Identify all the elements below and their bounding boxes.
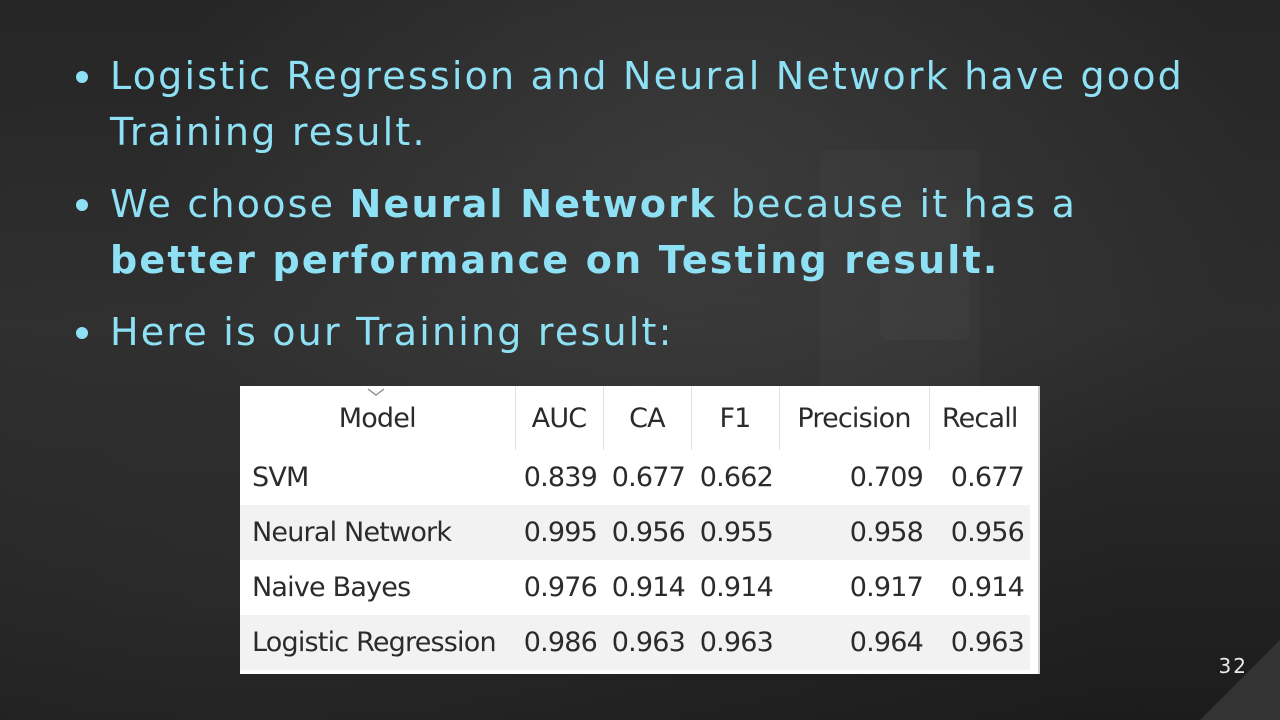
cell-f1: 0.914 [699, 572, 774, 603]
bullet-dot-icon [76, 199, 88, 211]
cell-precision: 0.709 [849, 462, 924, 493]
page-number: 32 [1218, 654, 1248, 678]
cell-ca: 0.963 [603, 615, 691, 670]
bullet-text: Here is our Training result: [110, 310, 674, 354]
cell-auc: 0.976 [523, 572, 598, 603]
cell-f1: 0.963 [691, 615, 779, 670]
table-header-row: Model AUC CA F1 Precision Recall [240, 386, 1030, 450]
cell-recall: 0.963 [929, 615, 1030, 670]
bullet-dot-icon [76, 327, 88, 339]
header-label: Precision [797, 402, 911, 434]
bullet-item: Here is our Training result: [72, 304, 1212, 360]
cell-ca: 0.914 [611, 572, 686, 603]
header-label: CA [629, 402, 666, 434]
header-model[interactable]: Model [240, 386, 516, 450]
cell-recall: 0.914 [950, 572, 1025, 603]
cell-auc: 0.839 [523, 462, 598, 493]
table-row: Naive Bayes 0.976 0.914 0.914 0.917 0.91… [240, 560, 1030, 615]
header-label: Model [338, 402, 417, 434]
results-table-image: Model AUC CA F1 Precision Recall SVM 0.8… [240, 386, 1040, 674]
bullet-segment: Logistic Regression and Neural Network h… [110, 54, 1184, 154]
cell-f1: 0.662 [699, 462, 774, 493]
cell-model: Naive Bayes [252, 572, 411, 603]
cell-precision: 0.917 [849, 572, 924, 603]
sort-chevron-icon [367, 388, 385, 396]
bullet-bold-segment: Neural Network [349, 182, 717, 226]
bullet-segment: Here is our Training result: [110, 310, 674, 354]
header-ca[interactable]: CA [603, 386, 692, 450]
cell-model: SVM [252, 462, 309, 493]
cell-ca: 0.677 [611, 462, 686, 493]
table-row: Logistic Regression 0.986 0.963 0.963 0.… [240, 615, 1030, 670]
header-auc[interactable]: AUC [515, 386, 604, 450]
table-row: Neural Network 0.995 0.956 0.955 0.958 0… [240, 505, 1030, 560]
header-label: Recall [941, 402, 1019, 434]
cell-ca: 0.956 [603, 505, 691, 560]
bullet-dot-icon [76, 71, 88, 83]
cell-recall: 0.677 [950, 462, 1025, 493]
header-recall[interactable]: Recall [929, 386, 1030, 450]
cell-recall: 0.956 [929, 505, 1030, 560]
bullet-text: We choose Neural Network because it has … [110, 182, 1077, 282]
cell-precision: 0.958 [779, 505, 929, 560]
cell-auc: 0.995 [515, 505, 603, 560]
bullet-segment: because it has a [716, 182, 1078, 226]
cell-precision: 0.964 [779, 615, 929, 670]
header-f1[interactable]: F1 [691, 386, 780, 450]
header-label: AUC [531, 402, 587, 434]
header-precision[interactable]: Precision [779, 386, 930, 450]
bullet-item: We choose Neural Network because it has … [72, 176, 1212, 288]
cell-auc: 0.986 [515, 615, 603, 670]
cell-model: Neural Network [240, 505, 515, 560]
cell-f1: 0.955 [691, 505, 779, 560]
bullet-item: Logistic Regression and Neural Network h… [72, 48, 1212, 160]
cell-model: Logistic Regression [240, 615, 515, 670]
corner-decoration [1200, 640, 1280, 720]
bullet-list: Logistic Regression and Neural Network h… [72, 48, 1212, 376]
results-table: Model AUC CA F1 Precision Recall SVM 0.8… [240, 386, 1030, 670]
bullet-segment: We choose [110, 182, 350, 226]
bullet-bold-segment: better performance on Testing result. [110, 238, 1000, 282]
bullet-text: Logistic Regression and Neural Network h… [110, 54, 1184, 154]
table-row: SVM 0.839 0.677 0.662 0.709 0.677 [240, 450, 1030, 505]
header-label: F1 [719, 402, 751, 434]
